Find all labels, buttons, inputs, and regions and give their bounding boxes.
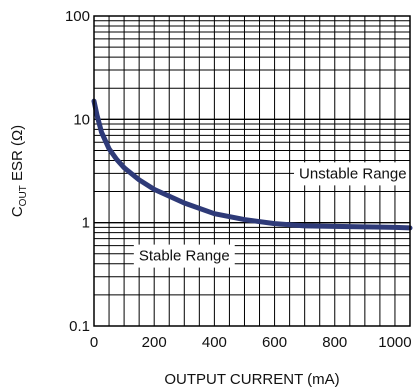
annotations: Unstable Range Stable Range	[133, 162, 412, 268]
y-tick-label: 10	[73, 111, 90, 128]
y-axis-title-sub: OUT	[18, 185, 29, 206]
y-axis-title-rest: ESR (Ω)	[9, 125, 26, 185]
y-axis-title-main: C	[9, 206, 26, 217]
annotation-background	[294, 162, 412, 186]
tick-labels: 0 200 400 600 800 1000 0.1 1 10 100	[65, 8, 412, 351]
y-axis-title: COUT ESR (Ω)	[9, 125, 29, 217]
y-tick-label: 1	[82, 215, 90, 232]
y-tick-label: 0.1	[69, 318, 90, 335]
x-tick-label: 1000	[378, 334, 411, 351]
region-label: Unstable Range	[299, 165, 407, 182]
x-tick-label: 600	[262, 334, 287, 351]
annotation-background	[133, 244, 235, 268]
x-tick-label: 800	[322, 334, 347, 351]
x-axis-title: OUTPUT CURRENT (mA)	[164, 371, 339, 388]
region-annotation: Unstable Range	[294, 162, 412, 186]
grid	[94, 16, 410, 326]
region-annotation: Stable Range	[133, 244, 235, 268]
x-tick-label: 0	[90, 334, 98, 351]
y-tick-label: 100	[65, 8, 90, 25]
esr-curve	[91, 98, 413, 231]
x-tick-label: 400	[202, 334, 227, 351]
region-label: Stable Range	[139, 248, 230, 265]
plot-frame	[93, 15, 411, 327]
x-tick-label: 200	[142, 334, 167, 351]
